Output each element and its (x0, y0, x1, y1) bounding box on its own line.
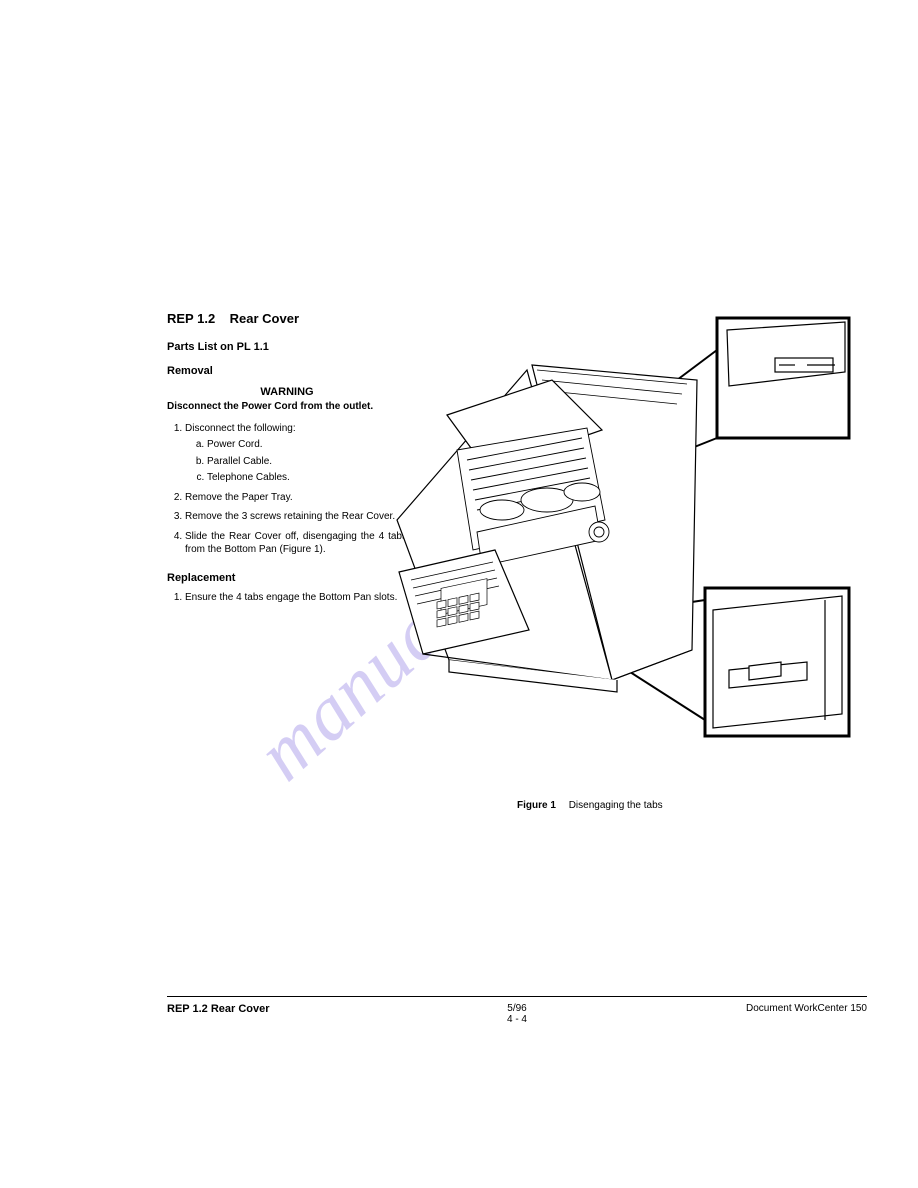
replacement-heading: Replacement (167, 571, 407, 586)
page-footer: REP 1.2 Rear Cover 5/96 4 - 4 Document W… (167, 1003, 867, 1025)
printer-diagram-svg (377, 310, 857, 830)
footer-center: 5/96 4 - 4 (457, 1003, 577, 1025)
removal-heading: Removal (167, 364, 407, 379)
removal-substeps: Power Cord. Parallel Cable. Telephone Ca… (185, 438, 407, 485)
footer-page: 4 - 4 (457, 1014, 577, 1025)
list-item: Remove the Paper Tray. (185, 491, 407, 505)
section-heading: REP 1.2 Rear Cover (167, 310, 407, 328)
rep-title: Rear Cover (230, 311, 299, 326)
footer-right: Document WorkCenter 150 (577, 1003, 867, 1014)
step-text: Disconnect the following: (185, 423, 296, 434)
removal-steps: Disconnect the following: Power Cord. Pa… (167, 422, 407, 557)
replacement-steps: Ensure the 4 tabs engage the Bottom Pan … (167, 591, 407, 605)
footer-left: REP 1.2 Rear Cover (167, 1003, 457, 1015)
figure-illustration (377, 310, 857, 830)
list-item: Disconnect the following: Power Cord. Pa… (185, 422, 407, 485)
text-column: REP 1.2 Rear Cover Parts List on PL 1.1 … (167, 310, 407, 605)
footer-date: 5/96 (457, 1003, 577, 1014)
figure-number: Figure 1 (517, 800, 556, 811)
warning-title: WARNING (167, 385, 407, 400)
rep-number: REP 1.2 (167, 311, 215, 326)
parts-list-ref: Parts List on PL 1.1 (167, 340, 407, 355)
list-item: Slide the Rear Cover off, disengaging th… (185, 530, 407, 557)
list-item: Remove the 3 screws retaining the Rear C… (185, 510, 407, 524)
figure-caption-text: Disengaging the tabs (569, 800, 663, 811)
page-content: REP 1.2 Rear Cover Parts List on PL 1.1 … (167, 310, 857, 1020)
figure-caption: Figure 1 Disengaging the tabs (517, 800, 663, 811)
list-item: Ensure the 4 tabs engage the Bottom Pan … (185, 591, 407, 605)
warning-text: Disconnect the Power Cord from the outle… (167, 400, 407, 414)
footer-rule (167, 996, 867, 997)
